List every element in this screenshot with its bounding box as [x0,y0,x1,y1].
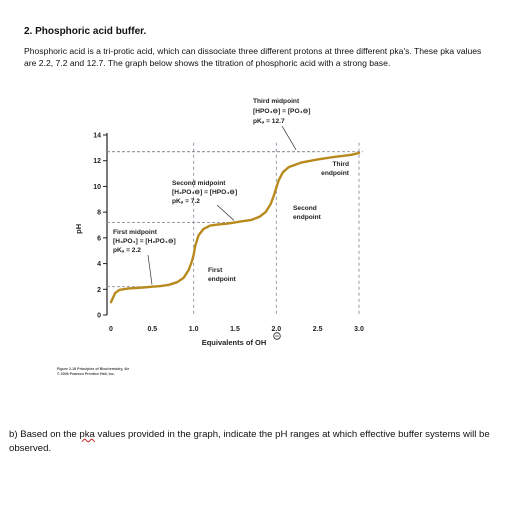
second-midpoint-label: Second midpoint [172,180,226,187]
x-tick-label: 3.0 [354,326,364,333]
third-midpoint-pointer [281,125,297,150]
y-tick-label: 0 [97,313,101,320]
x-tick-label: 1.0 [189,326,199,333]
x-axis-title: Equivalents of OH [202,338,267,347]
first-midpoint-pka: pKₐ = 2.2 [113,247,141,254]
part-b-question: b) Based on the pka values provided in t… [9,428,509,455]
first-endpoint-label-line2: endpoint [208,276,237,283]
x-tick-label: 2.5 [313,326,323,333]
third-endpoint-label-line1: Third [333,161,349,168]
part-b-suffix: values provided in the graph, indicate t… [9,429,490,454]
x-tick-label: 0 [109,326,113,333]
third-midpoint-pka: pKₐ = 12.7 [253,118,285,125]
titration-curve [109,151,361,304]
y-axis-title: pH [74,224,83,234]
third-endpoint-label-line2: endpoint [321,170,350,177]
y-tick-label: 12 [93,158,101,165]
second-midpoint-equation: [H₂PO₄⊖] = [HPO₄⊖] [172,189,237,196]
third-midpoint-label: Third midpoint [253,98,300,105]
x-tick-label: 1.5 [230,326,240,333]
part-b-prefix: b) Based on the [9,429,80,440]
y-tick-label: 4 [97,261,101,268]
y-tick-label: 8 [97,210,101,217]
figure-credit-line1: Figure 2-18 Principles of Biochemistry, … [57,367,129,371]
second-midpoint-pointer [216,204,235,221]
y-tick-label: 2 [97,287,101,294]
third-midpoint-equation: [HPO₄⊖] = [PO₄⊖] [253,108,310,115]
x-tick-label: 2.0 [271,326,281,333]
pka-word: pka [79,429,95,440]
first-midpoint-equation: [H₃PO₄] = [H₂PO₄⊖] [113,238,176,245]
second-endpoint-label-line2: endpoint [293,214,322,221]
x-tick-label: 0.5 [147,326,157,333]
titration-chart: 0 2 4 6 8 10 12 14 0 0.5 1.0 1.5 2.0 2.5 3.0 pH Equivale… [57,98,364,376]
y-tick-label: 10 [93,184,101,191]
first-endpoint-label-line1: First [208,267,223,274]
second-endpoint-label-line1: Second [293,205,317,212]
oh-charge-circle [273,332,281,340]
second-midpoint-pka: pKₐ = 7.2 [172,198,200,205]
y-tick-label: 14 [93,133,101,140]
first-midpoint-pointer [147,254,153,285]
question-intro: Phosphoric acid is a tri-protic acid, wh… [24,46,482,68]
first-midpoint-label: First midpoint [113,229,158,236]
question-heading: 2. Phosphoric acid buffer. [24,26,147,37]
y-tick-label: 6 [97,235,101,242]
figure-credit-line2: © 2006 Pearson Prentice Hall, Inc. [57,372,115,376]
